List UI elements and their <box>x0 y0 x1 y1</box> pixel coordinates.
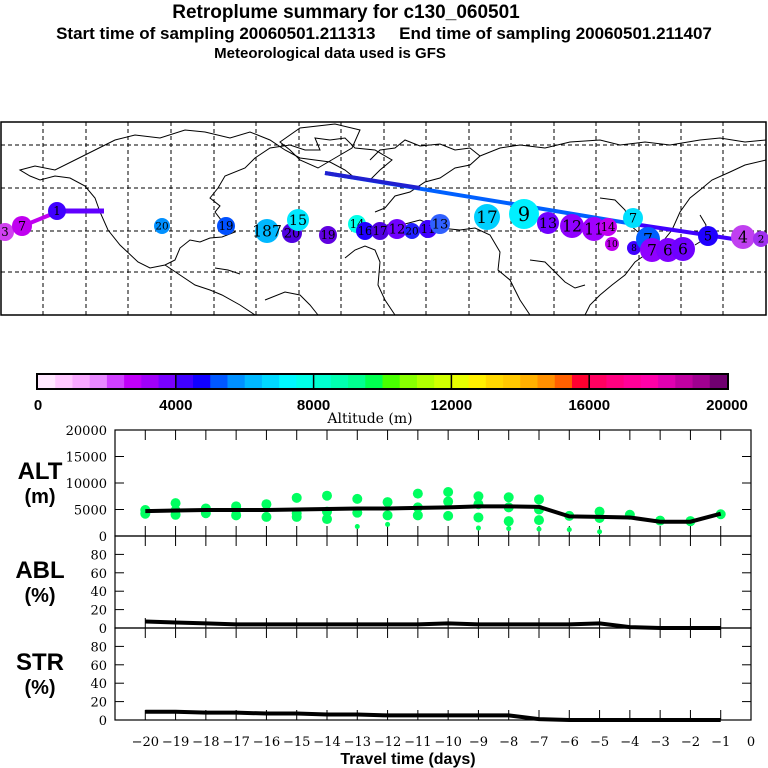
plume-marker: 2 <box>753 231 768 247</box>
plume-marker: 10 <box>605 237 619 251</box>
coastline-south-america <box>264 291 319 316</box>
plume-marker-label: 17 <box>476 207 498 227</box>
plume-marker: 1 <box>48 202 66 220</box>
plume-marker-dot <box>537 212 559 234</box>
plume-marker-dot <box>509 199 539 229</box>
plume-marker-label: 187 <box>252 222 282 240</box>
plume-marker-label: 12 <box>562 217 582 235</box>
plume-marker-label: 17 <box>373 224 388 238</box>
coastline-greenland <box>279 123 361 169</box>
plume-marker-dot <box>48 202 66 220</box>
plume-marker: 3 <box>0 223 14 241</box>
plume-marker-label: 16 <box>358 224 373 238</box>
plume-marker-label: 13 <box>432 218 449 233</box>
plume-marker-label: 7 <box>647 241 657 259</box>
track-atlantic <box>324 171 421 190</box>
plume-marker-label: 2 <box>758 234 765 246</box>
plume-marker-label: 6 <box>663 241 673 259</box>
plume-marker-dot <box>287 209 309 231</box>
track-pacific <box>639 223 741 242</box>
plume-marker-dot <box>474 204 500 230</box>
plume-marker: 12 <box>387 219 407 239</box>
map-graticule <box>1 122 766 315</box>
plume-marker: 16 <box>356 222 374 240</box>
plume-marker-label: 7 <box>629 212 637 227</box>
plume-marker-label: 4 <box>738 228 748 246</box>
plume-marker: 187 <box>252 219 282 243</box>
plume-marker-dot <box>605 237 619 251</box>
plume-marker-dot <box>387 219 407 239</box>
plume-marker-label: 5 <box>704 230 712 245</box>
chart-title: Retroplume summary for c130_060501 <box>172 2 520 23</box>
plume-marker: 7 <box>623 208 643 228</box>
plume-marker: 17 <box>371 222 389 240</box>
plume-marker-dot <box>671 237 695 261</box>
coastline-north-america <box>18 129 393 269</box>
plume-marker-label: 1 <box>53 204 60 218</box>
plume-marker-dot <box>599 218 617 236</box>
plume-marker-label: 13 <box>539 216 557 232</box>
plume-marker-dot <box>731 225 755 249</box>
plume-marker-dot <box>560 214 584 238</box>
plume-marker-label: 10 <box>606 240 618 250</box>
plume-marker: 15 <box>287 209 309 231</box>
coastlines <box>18 123 767 316</box>
plume-marker-dot <box>319 226 337 244</box>
plume-marker-label: 12 <box>389 223 406 238</box>
plume-marker-label: 14 <box>601 220 616 234</box>
plume-marker: 20 <box>404 223 420 239</box>
plume-marker-label: 8 <box>631 244 637 254</box>
plume-marker-label: 20 <box>405 226 418 238</box>
coastline-asia <box>479 137 767 316</box>
plume-marker-label: 3 <box>1 225 8 239</box>
plume-marker: 14 <box>599 218 617 236</box>
plume-marker: 6 <box>671 237 695 261</box>
plume-marker-label: 9 <box>518 203 530 226</box>
plume-marker: 13 <box>537 212 559 234</box>
plume-marker-label: 11 <box>584 220 604 238</box>
sampling-times: Start time of sampling 20060501.211313 E… <box>56 24 712 43</box>
plume-marker-label: 19 <box>321 228 336 242</box>
plume-marker: 20 <box>154 218 170 234</box>
plume-marker: 5 <box>698 226 718 246</box>
plume-marker-label: 20 <box>155 221 168 233</box>
plume-marker: 19 <box>217 217 235 235</box>
coastline-central-america <box>164 264 256 316</box>
plume-marker-dot <box>0 223 14 241</box>
plume-marker: 7 <box>12 216 32 236</box>
plume-marker-dot <box>356 222 374 240</box>
plume-marker: 12 <box>560 214 584 238</box>
plume-marker-dot <box>753 231 768 247</box>
plume-marker: 4 <box>731 225 755 249</box>
plume-marker-label: 7 <box>18 220 26 235</box>
plume-marker-dot <box>430 214 450 234</box>
met-data-note: Meteorological data used is GFS <box>214 45 446 62</box>
plume-marker-label: 6 <box>678 240 688 258</box>
plume-marker-dot <box>217 217 235 235</box>
plume-marker: 19 <box>319 226 337 244</box>
plume-marker: 17 <box>474 204 500 230</box>
plume-marker-label: 15 <box>289 213 307 229</box>
plume-marker-dot <box>404 223 420 239</box>
plume-marker: 9 <box>509 199 539 229</box>
plume-marker-label: 19 <box>219 219 234 233</box>
plume-marker-dot <box>154 218 170 234</box>
plume-marker-dot <box>12 216 32 236</box>
plume-marker-dot <box>623 208 643 228</box>
plume-marker-dot <box>698 226 718 246</box>
plume-marker-dot <box>371 222 389 240</box>
plume-marker: 13 <box>430 214 450 234</box>
plume-marker-dot <box>255 219 279 243</box>
